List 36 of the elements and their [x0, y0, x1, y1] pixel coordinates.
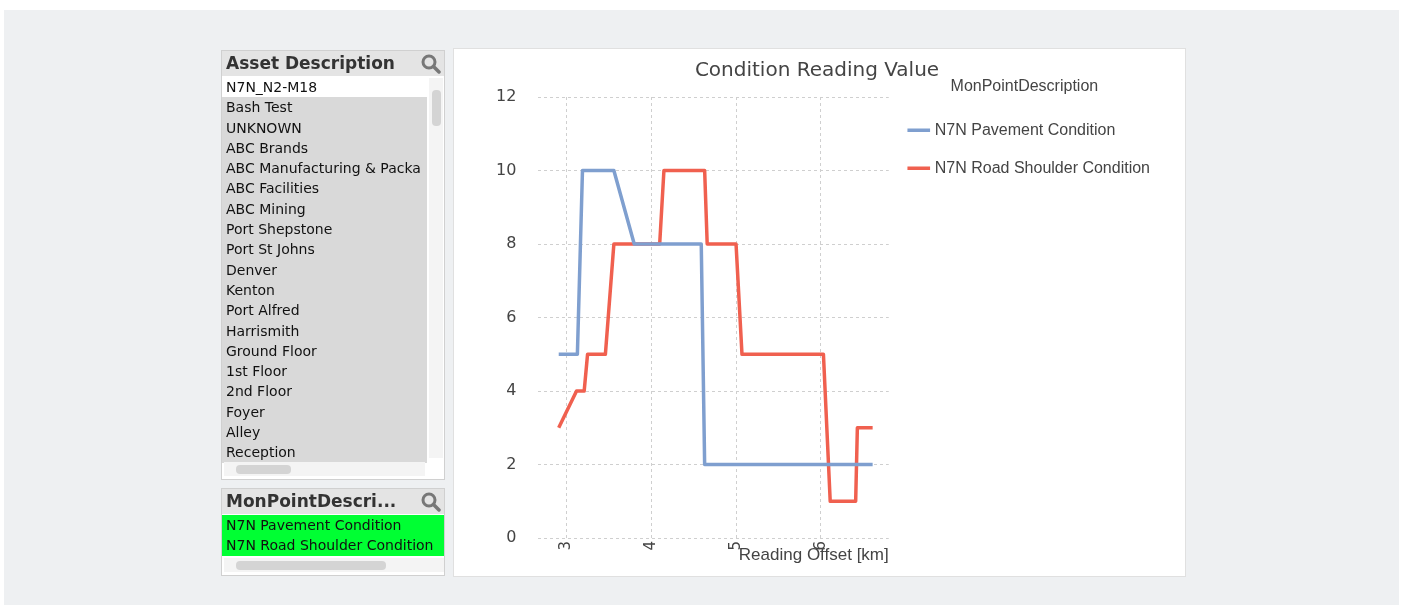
chart-title: Condition Reading Value — [694, 57, 940, 82]
text: Harrismith — [222, 320, 427, 341]
text: Bash Test — [222, 97, 427, 118]
text: Reception — [222, 442, 427, 463]
text: Ground Floor — [222, 340, 427, 362]
legend-label: N7N Road Shoulder Condition — [934, 158, 1151, 176]
text: Alley — [222, 422, 427, 443]
text: 1st Floor — [222, 361, 427, 382]
y-tick-label: 10 — [496, 159, 517, 179]
text: ABC Brands — [222, 137, 427, 159]
y-tick-label: 12 — [496, 86, 517, 106]
text: N7N Pavement Condition — [222, 515, 446, 536]
text: ABC Facilities — [222, 178, 427, 199]
text: MonPointDescri... — [222, 489, 444, 514]
text: Port Shepstone — [222, 219, 427, 240]
text: Port Alfred — [222, 300, 427, 321]
x-tick-label: 4 — [641, 541, 660, 551]
legend-label: N7N Pavement Condition — [934, 120, 1116, 138]
text: Foyer — [222, 401, 427, 423]
legend-title: MonPointDescription — [950, 77, 1099, 95]
text: ABC Mining — [222, 198, 427, 220]
y-tick-label: 4 — [506, 380, 517, 400]
text: N7N Road Shoulder Condition — [222, 535, 446, 556]
text: ABC Manufacturing & Packa — [222, 158, 427, 179]
y-tick-label: 8 — [506, 233, 517, 253]
text: Denver — [222, 259, 427, 280]
text: 2nd Floor — [222, 381, 427, 402]
y-tick-label: 0 — [506, 527, 517, 547]
text: Kenton — [222, 279, 427, 301]
text: Asset Description — [222, 51, 444, 76]
text: UNKNOWN — [222, 117, 427, 138]
text: N7N_N2-M18 — [222, 77, 427, 98]
text: Port St Johns — [222, 239, 427, 260]
x-tick-label: 3 — [556, 541, 575, 551]
y-tick-label: 2 — [506, 453, 517, 473]
y-tick-label: 6 — [506, 306, 517, 326]
